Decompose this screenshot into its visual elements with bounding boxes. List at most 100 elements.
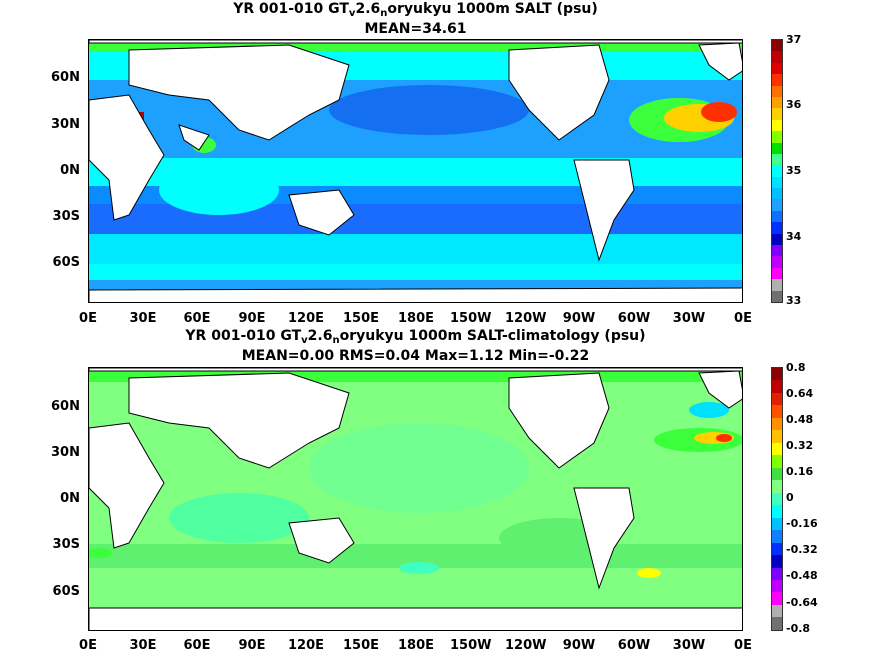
panel1-lon-label: 0E xyxy=(79,311,97,326)
panel1-colorbar-swatch xyxy=(772,267,782,280)
panel2-lat-label: 60N xyxy=(51,399,80,414)
panel2-colorbar-swatch xyxy=(772,392,782,406)
panel2-map xyxy=(88,367,743,631)
panel1-lon-label: 150E xyxy=(342,311,380,326)
panel2-lon-label: 60W xyxy=(617,638,651,653)
panel2-lon-label: 60E xyxy=(183,638,211,653)
panel1-colorbar-swatch xyxy=(772,222,782,234)
panel2-lon-label: 120E xyxy=(287,638,325,653)
panel2-lon-label: 90W xyxy=(562,638,596,653)
panel2-colorbar-swatch xyxy=(772,480,782,493)
panel2-lat-label: 30N xyxy=(51,445,80,460)
panel1-lat-label: 30N xyxy=(51,117,80,132)
panel1-colorbar-swatch xyxy=(772,85,782,97)
panel1-colorbar-swatch xyxy=(772,153,782,166)
panel2-lon-label: 120W xyxy=(505,638,547,653)
panel1-colorbar-swatch xyxy=(772,233,782,246)
panel2-colorbar-swatch xyxy=(772,592,782,605)
panel1-lon-label: 150W xyxy=(450,311,492,326)
panel1-colorbar-label: 34 xyxy=(786,230,802,243)
panel2-lon-label: 0E xyxy=(79,638,97,653)
panel1-lon-label: 120W xyxy=(505,311,547,326)
panel1-lon-label: 60W xyxy=(617,311,651,326)
panel1-colorbar-label: 37 xyxy=(786,33,802,46)
panel2-lon-label: 150E xyxy=(342,638,380,653)
panel1-colorbar-swatch xyxy=(772,210,782,223)
panel1-lat-label: 0N xyxy=(60,163,80,178)
panel2-colorbar-label: 0.8 xyxy=(786,361,806,374)
panel1-map xyxy=(88,39,743,303)
panel1-lon-label: 60E xyxy=(183,311,211,326)
panel1-colorbar-swatch xyxy=(772,51,782,63)
panel2-colorbar-label: 0 xyxy=(786,491,794,504)
panel2-colorbar-label: -0.16 xyxy=(786,517,818,530)
panel1-title: YR 001-010 GTv2.6noryukyu 1000m SALT (ps… xyxy=(233,1,598,19)
panel2-colorbar-swatch xyxy=(772,455,782,468)
panel2-lon-label: 180E xyxy=(397,638,435,653)
panel2-colorbar-swatch xyxy=(772,555,782,568)
panel2-colorbar-swatch xyxy=(772,368,782,381)
panel1-lat-label: 30S xyxy=(52,209,80,224)
panel1-subtitle: MEAN=34.61 xyxy=(364,21,467,37)
panel2-colorbar-swatch xyxy=(772,617,782,630)
panel2-colorbar-swatch xyxy=(772,530,782,543)
panel2-colorbar-label: -0.64 xyxy=(786,596,818,609)
panel2-lat-label: 30S xyxy=(52,537,80,552)
panel1-lon-label: 180E xyxy=(397,311,435,326)
panel1-colorbar xyxy=(771,39,783,303)
panel2-colorbar-swatch xyxy=(772,430,782,443)
panel1-lon-label: 30W xyxy=(672,311,706,326)
panel1-lat-label: 60N xyxy=(51,70,80,85)
panel2-lat-label: 0N xyxy=(60,491,80,506)
panel2-colorbar-label: 0.32 xyxy=(786,439,814,452)
panel1-colorbar-label: 35 xyxy=(786,164,802,177)
panel1-colorbar-swatch xyxy=(772,62,782,75)
panel2-lon-label: 150W xyxy=(450,638,492,653)
panel2-lat-label: 60S xyxy=(52,584,80,599)
panel2-lon-label: 30E xyxy=(129,638,157,653)
panel1-colorbar-label: 36 xyxy=(786,98,802,111)
panel2-colorbar-label: -0.48 xyxy=(786,569,818,582)
panel2-colorbar-swatch xyxy=(772,505,782,518)
panel1-colorbar-swatch xyxy=(772,74,782,86)
panel1-colorbar-swatch xyxy=(772,188,782,200)
panel1-colorbar-swatch xyxy=(772,199,782,211)
panel2-colorbar-swatch xyxy=(772,604,782,618)
panel2-colorbar-swatch xyxy=(772,417,782,431)
panel2-colorbar-swatch xyxy=(772,405,782,418)
panel2-colorbar-swatch xyxy=(772,567,782,580)
panel2-colorbar-swatch xyxy=(772,467,782,481)
panel1-lon-label: 90E xyxy=(238,311,266,326)
panel1-colorbar-swatch xyxy=(772,119,782,132)
panel2-subtitle: MEAN=0.00 RMS=0.04 Max=1.12 Min=-0.22 xyxy=(241,348,590,364)
panel1-lon-label: 90W xyxy=(562,311,596,326)
panel1-colorbar-swatch xyxy=(772,279,782,291)
panel2-colorbar-swatch xyxy=(772,517,782,531)
panel1-colorbar-label: 33 xyxy=(786,294,802,307)
panel2-colorbar-swatch xyxy=(772,380,782,393)
panel2-lon-label: 30W xyxy=(672,638,706,653)
panel1-colorbar-swatch xyxy=(772,142,782,154)
panel2-title: YR 001-010 GTv2.6noryukyu 1000m SALT-cli… xyxy=(185,328,646,346)
panel1-lon-label: 0E xyxy=(734,311,752,326)
panel1-colorbar-swatch xyxy=(772,96,782,109)
panel1-colorbar-swatch xyxy=(772,165,782,177)
panel2-colorbar-swatch xyxy=(772,542,782,556)
panel1-lon-label: 120E xyxy=(287,311,325,326)
panel1-colorbar-swatch xyxy=(772,290,782,302)
panel2-colorbar-swatch xyxy=(772,579,782,593)
panel2-colorbar-label: -0.8 xyxy=(786,622,811,635)
panel2-colorbar-swatch xyxy=(772,442,782,456)
panel2-colorbar-label: 0.16 xyxy=(786,465,814,478)
panel1-colorbar-swatch xyxy=(772,245,782,257)
panel2-colorbar-label: 0.48 xyxy=(786,413,814,426)
panel1-lat-label: 60S xyxy=(52,255,80,270)
panel2-colorbar-label: -0.32 xyxy=(786,543,818,556)
panel1-lon-label: 30E xyxy=(129,311,157,326)
panel1-colorbar-swatch xyxy=(772,40,782,52)
panel2-colorbar xyxy=(771,367,783,631)
panel1-colorbar-swatch xyxy=(772,256,782,268)
panel1-colorbar-swatch xyxy=(772,108,782,120)
panel2-lon-label: 0E xyxy=(734,638,752,653)
panel2-colorbar-swatch xyxy=(772,492,782,506)
